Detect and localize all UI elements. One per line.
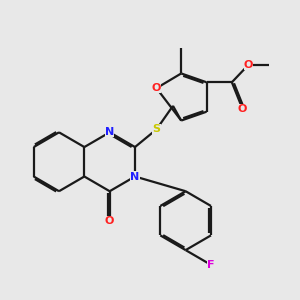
- Text: O: O: [152, 83, 161, 93]
- Text: N: N: [130, 172, 140, 182]
- Text: O: O: [238, 104, 247, 114]
- Text: N: N: [105, 127, 114, 137]
- Text: O: O: [105, 216, 114, 226]
- Text: O: O: [244, 60, 253, 70]
- Text: F: F: [207, 260, 215, 270]
- Text: S: S: [152, 124, 160, 134]
